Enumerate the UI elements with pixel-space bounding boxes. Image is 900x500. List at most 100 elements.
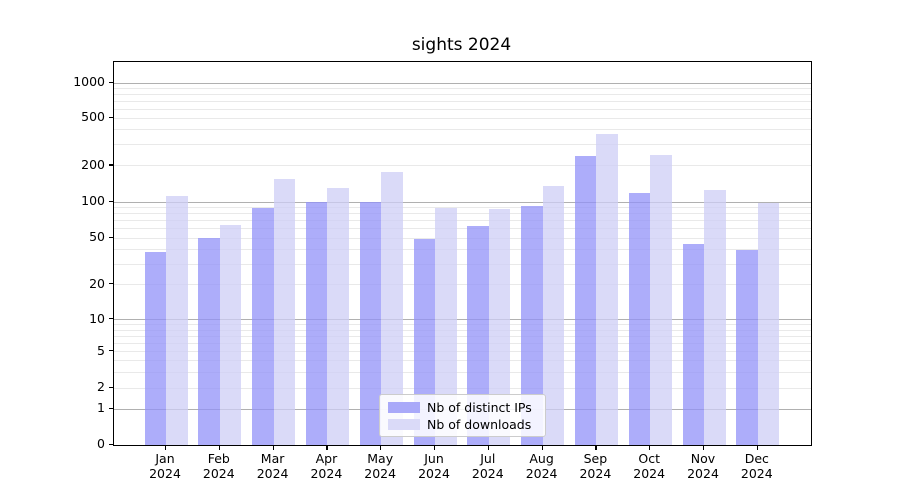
legend-swatch-distinct-ips — [388, 402, 420, 413]
bar-downloads-oct — [650, 155, 672, 445]
x-axis-label-jul: Jul 2024 — [471, 451, 504, 481]
x-axis-label-may: May 2024 — [364, 451, 397, 481]
y-axis-label-100: 100 — [81, 193, 105, 209]
x-tick-mark — [756, 446, 758, 450]
gridline-minor — [114, 359, 811, 361]
legend: Nb of distinct IPs Nb of downloads — [379, 394, 546, 437]
x-axis-label-nov: Nov 2024 — [687, 451, 719, 481]
chart-title: sights 2024 — [411, 35, 512, 55]
bar-downloads-aug — [542, 186, 565, 445]
y-axis-label-0: 0 — [97, 436, 105, 451]
legend-item: Nb of distinct IPs — [388, 400, 537, 415]
bar-distinct-ips-dec — [736, 250, 758, 445]
x-axis-label-aug: Aug 2024 — [525, 451, 558, 481]
gridline-minor — [114, 329, 811, 331]
gridline-minor — [114, 144, 811, 146]
gridline-minor — [114, 117, 811, 119]
gridline-minor — [114, 351, 811, 352]
y-tick-mark — [109, 318, 113, 320]
x-axis-label-jun: Jun 2024 — [418, 451, 450, 481]
gridline-minor — [114, 213, 811, 215]
gridline-minor — [114, 165, 811, 167]
x-tick-mark — [165, 446, 167, 450]
gridline-minor — [114, 87, 811, 89]
x-tick-mark — [541, 446, 543, 450]
bar-distinct-ips-mar — [252, 207, 274, 445]
gridline-minor — [114, 342, 811, 344]
x-tick-mark — [703, 446, 705, 450]
x-axis-label-mar: Mar 2024 — [256, 451, 289, 481]
x-axis-label-dec: Dec 2024 — [740, 451, 773, 481]
x-tick-mark — [487, 446, 489, 450]
gridline-major — [114, 82, 811, 84]
bar-distinct-ips-aug — [521, 206, 543, 445]
gridline-minor — [114, 335, 811, 337]
x-tick-mark — [272, 446, 274, 450]
gridline-minor — [114, 93, 811, 95]
bar-distinct-ips-jul — [467, 225, 489, 445]
x-axis-label-sep: Sep 2024 — [579, 451, 612, 481]
y-axis-label-1000: 1000 — [73, 74, 105, 89]
bar-downloads-dec — [757, 203, 780, 445]
gridline-minor — [114, 207, 811, 209]
y-axis-label-200: 200 — [81, 156, 105, 172]
gridline-minor — [114, 129, 811, 131]
gridline-minor — [114, 263, 811, 265]
gridline-minor — [114, 324, 811, 326]
gridline-minor — [114, 228, 811, 230]
gridline-major — [114, 201, 811, 203]
y-axis-label-20: 20 — [89, 275, 105, 291]
legend-label: Nb of downloads — [427, 417, 532, 432]
bar-distinct-ips-oct — [628, 192, 651, 445]
bar-distinct-ips-may — [359, 201, 382, 445]
bar-distinct-ips-sep — [574, 155, 597, 445]
y-tick-mark — [109, 164, 113, 166]
y-tick-mark — [109, 386, 113, 388]
x-tick-mark — [434, 446, 436, 450]
y-axis-label-2: 2 — [97, 379, 105, 395]
y-tick-mark — [109, 81, 113, 83]
legend-label: Nb of distinct IPs — [427, 400, 532, 415]
bar-downloads-jan — [166, 195, 188, 445]
y-tick-mark — [109, 407, 113, 409]
y-tick-mark — [109, 236, 113, 238]
y-tick-mark — [109, 200, 113, 202]
bar-downloads-jul — [488, 209, 511, 445]
bar-downloads-jun — [435, 208, 457, 445]
plot-area — [113, 61, 812, 446]
gridline-minor — [114, 284, 811, 286]
y-tick-mark — [109, 283, 113, 285]
y-tick-mark — [109, 443, 113, 445]
x-tick-mark — [326, 446, 328, 450]
bar-distinct-ips-nov — [682, 244, 704, 445]
x-tick-mark — [380, 446, 382, 450]
bar-downloads-apr — [327, 188, 349, 445]
gridline-minor — [114, 237, 811, 239]
y-axis-label-50: 50 — [89, 229, 105, 245]
bar-distinct-ips-jun — [413, 238, 435, 445]
x-axis-label-feb: Feb 2024 — [202, 451, 235, 481]
y-axis-label-1: 1 — [97, 400, 105, 416]
gridline-minor — [114, 108, 811, 110]
x-tick-mark — [218, 446, 220, 450]
gridline-minor — [114, 371, 811, 373]
x-axis-label-oct: Oct 2024 — [633, 451, 666, 481]
y-axis-label-10: 10 — [89, 310, 105, 326]
bar-downloads-may — [381, 172, 403, 445]
bar-downloads-nov — [704, 190, 726, 445]
x-axis-label-jan: Jan 2024 — [149, 451, 181, 481]
bar-downloads-mar — [273, 178, 296, 445]
bar-distinct-ips-apr — [305, 201, 328, 445]
x-axis-label-apr: Apr 2024 — [310, 451, 343, 481]
x-tick-mark — [649, 446, 651, 450]
legend-swatch-downloads — [388, 419, 420, 430]
bar-downloads-feb — [219, 224, 242, 445]
y-tick-mark — [109, 116, 113, 118]
gridline-minor — [114, 220, 811, 222]
y-axis-label-5: 5 — [97, 342, 105, 358]
gridline-minor — [114, 387, 811, 389]
gridline-minor — [114, 100, 811, 102]
gridline-minor — [114, 249, 811, 250]
x-tick-mark — [595, 446, 597, 450]
